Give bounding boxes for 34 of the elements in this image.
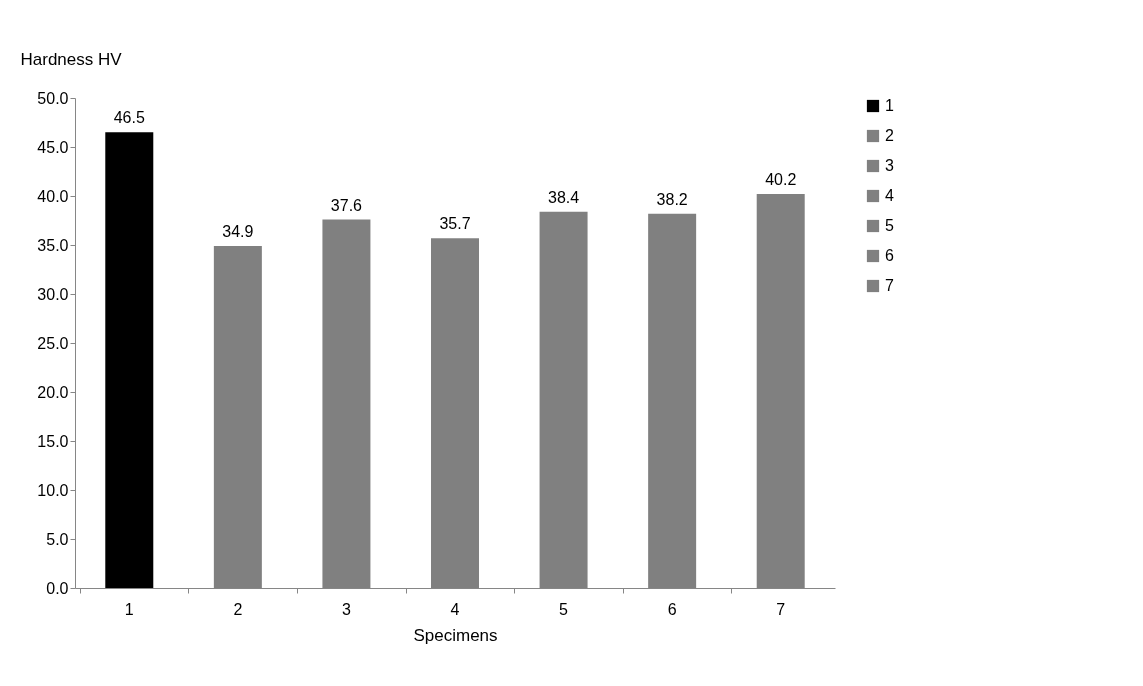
y-tick-label: 30.0 (37, 285, 69, 303)
x-tick-label: 4 (450, 600, 460, 618)
y-tick-label: 50.0 (37, 89, 69, 107)
y-tick-label: 0.0 (46, 579, 69, 597)
legend-label: 3 (885, 157, 894, 174)
y-tick-label: 25.0 (37, 334, 69, 352)
x-tick-label: 7 (776, 600, 786, 618)
data-label: 40.2 (765, 171, 797, 189)
x-tick-label: 6 (667, 600, 677, 618)
legend-label: 5 (885, 217, 894, 234)
y-axis-title: Hardness HV (20, 49, 123, 69)
x-tick-label: 3 (341, 600, 351, 618)
y-tick-label: 10.0 (37, 481, 69, 499)
x-tick-label: 5 (559, 600, 569, 618)
legend-label: 6 (885, 247, 894, 264)
legend-label: 1 (885, 97, 894, 114)
y-tick-label: 35.0 (37, 236, 69, 254)
x-tick-label: 1 (124, 600, 134, 618)
data-label: 38.2 (656, 190, 688, 208)
y-tick-label: 20.0 (37, 383, 69, 401)
data-label: 35.7 (439, 215, 471, 233)
y-tick-label: 45.0 (37, 138, 69, 156)
legend-label: 7 (885, 277, 894, 294)
data-label: 38.4 (548, 188, 580, 206)
data-label: 34.9 (222, 222, 254, 240)
data-label: 46.5 (113, 109, 145, 127)
x-tick-label: 2 (233, 600, 243, 618)
y-tick-label: 40.0 (37, 187, 69, 205)
y-tick-label: 15.0 (37, 432, 69, 450)
legend-label: 4 (885, 187, 894, 204)
legend-label: 2 (885, 127, 894, 144)
data-label: 37.6 (330, 196, 363, 214)
x-axis-title: Specimens (413, 625, 498, 645)
y-tick-label: 5.0 (46, 530, 69, 548)
